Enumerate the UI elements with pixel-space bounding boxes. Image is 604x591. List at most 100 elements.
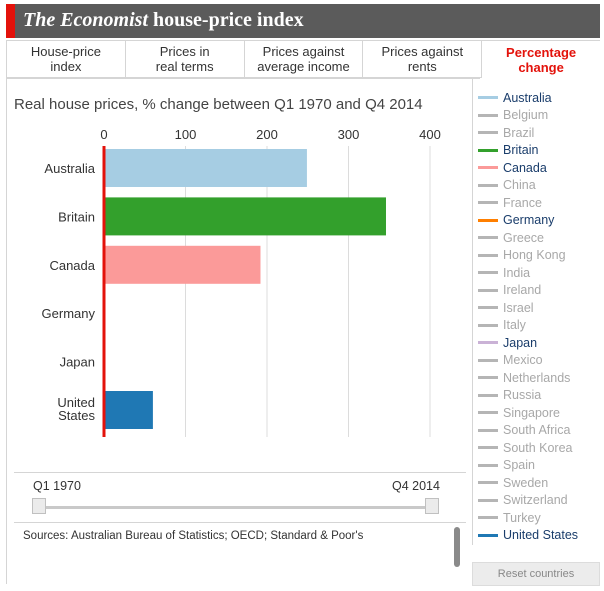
legend-label: Brazil <box>503 125 535 140</box>
legend-swatch <box>478 498 498 502</box>
x-tick-label-100: 100 <box>175 127 197 142</box>
legend-swatch <box>478 271 498 274</box>
tab-bar: House-price index Prices in real terms P… <box>6 40 600 78</box>
legend-item-united-states[interactable]: United States <box>478 527 578 544</box>
slider-track[interactable] <box>38 506 432 509</box>
legend-label: Russia <box>503 388 542 402</box>
slider-start-handle[interactable] <box>32 498 46 514</box>
legend-swatch <box>478 341 498 344</box>
slider-end-label: Q4 2014 <box>392 479 440 493</box>
legend-label: Turkey <box>503 510 541 525</box>
legend-item-canada[interactable]: Canada <box>478 159 547 176</box>
category-label-united-states: United States <box>57 395 95 423</box>
sources-box <box>14 522 466 584</box>
bar-britain <box>104 197 386 236</box>
legend-item-germany[interactable]: Germany <box>478 212 554 229</box>
legend-swatch <box>478 533 498 537</box>
legend-label: India <box>503 265 531 280</box>
bar-australia <box>104 149 307 187</box>
legend-item-switzerland[interactable]: Switzerland <box>478 492 568 509</box>
legend-label: Belgium <box>503 108 549 122</box>
legend-item-spain[interactable]: Spain <box>478 457 535 474</box>
tab-average-income[interactable]: Prices against average income <box>243 40 363 78</box>
legend-item-hong-kong[interactable]: Hong Kong <box>478 247 566 264</box>
legend-item-belgium[interactable]: Belgium <box>478 107 548 124</box>
category-label-united-states-line: States <box>58 408 95 423</box>
category-label-canada: Canada <box>49 258 95 273</box>
legend-swatch <box>478 96 498 99</box>
legend-swatch <box>478 481 498 484</box>
legend-item-italy[interactable]: Italy <box>478 317 526 334</box>
legend-swatch <box>478 393 498 397</box>
x-tick-label-200: 200 <box>256 127 278 142</box>
sources-scrollbar[interactable] <box>454 527 460 567</box>
legend-swatch <box>478 323 498 327</box>
legend-swatch <box>478 463 498 467</box>
tab-rents[interactable]: Prices against rents <box>362 40 482 78</box>
legend-item-china[interactable]: China <box>478 177 536 194</box>
chart-panel <box>6 79 472 584</box>
legend-item-singapore[interactable]: Singapore <box>478 404 560 421</box>
legend-item-turkey[interactable]: Turkey <box>478 509 541 526</box>
legend-label: Israel <box>503 300 534 315</box>
legend-item-britain[interactable]: Britain <box>478 142 538 159</box>
legend-swatch <box>478 428 498 432</box>
legend-label: Hong Kong <box>503 248 566 262</box>
legend-label: Netherlands <box>503 370 571 385</box>
legend-item-ireland[interactable]: Ireland <box>478 282 541 299</box>
bar-chart: 0 100 200 300 400 Australia Britain Canada Germa… <box>42 127 441 437</box>
legend-label: Singapore <box>503 405 560 420</box>
slider-start-label: Q1 1970 <box>33 479 81 493</box>
legend-swatch <box>478 148 498 152</box>
x-tick-label-0: 0 <box>100 127 107 142</box>
legend-label: Britain <box>503 143 539 157</box>
reset-countries-button[interactable]: Reset countries <box>472 562 600 586</box>
legend-label: Greece <box>503 230 544 245</box>
legend-swatch <box>478 236 498 239</box>
legend-swatch <box>478 131 498 134</box>
legend-swatch <box>478 516 498 519</box>
country-legend: Australia Belgium Brazil Britain Canada China… <box>472 79 600 545</box>
tab-house-price-index[interactable]: House-price index <box>6 40 125 78</box>
legend-label: United States <box>503 528 579 542</box>
tab-real-terms[interactable]: Prices in real terms <box>124 40 244 78</box>
title-brand: The Economist <box>23 9 149 31</box>
time-slider <box>14 472 466 522</box>
legend-item-brazil[interactable]: Brazil <box>478 124 534 141</box>
tab-percentage-change[interactable]: Percentage change <box>481 40 600 78</box>
x-tick-label-400: 400 <box>419 127 441 142</box>
legend-item-australia[interactable]: Australia <box>478 89 552 106</box>
legend-swatch <box>478 358 498 362</box>
slider-end-handle[interactable] <box>425 498 439 514</box>
legend-swatch <box>478 288 498 292</box>
category-label-germany: Germany <box>42 306 96 321</box>
legend-item-india[interactable]: India <box>478 264 530 281</box>
legend-item-greece[interactable]: Greece <box>478 229 544 246</box>
legend-item-russia[interactable]: Russia <box>478 387 541 404</box>
legend-swatch <box>478 166 498 169</box>
bar-canada <box>104 245 261 284</box>
legend-swatch <box>478 446 498 449</box>
legend-item-netherlands[interactable]: Netherlands <box>478 369 570 386</box>
legend-item-japan[interactable]: Japan <box>478 334 537 351</box>
legend-label: France <box>503 195 542 210</box>
sources-text: Sources: Australian Bureau of Statistics… <box>23 530 364 542</box>
legend-label: Spain <box>503 458 535 472</box>
legend-item-israel[interactable]: Israel <box>478 299 534 316</box>
legend-item-sweden[interactable]: Sweden <box>478 474 548 491</box>
legend-item-france[interactable]: France <box>478 194 542 211</box>
legend-swatch <box>478 113 498 117</box>
legend-swatch <box>478 218 498 222</box>
legend-label: Australia <box>503 90 552 105</box>
legend-item-mexico[interactable]: Mexico <box>478 352 543 369</box>
legend-item-south-korea[interactable]: South Korea <box>478 439 573 456</box>
legend-label: Switzerland <box>503 493 568 507</box>
legend-swatch <box>478 411 498 414</box>
legend-label: South Korea <box>503 440 573 455</box>
tab-divider <box>6 78 480 79</box>
title-accent <box>6 4 15 38</box>
legend-item-south-africa[interactable]: South Africa <box>478 422 570 439</box>
legend-label: Italy <box>503 318 526 332</box>
legend-label: South Africa <box>503 423 571 437</box>
legend-swatch <box>478 253 498 257</box>
